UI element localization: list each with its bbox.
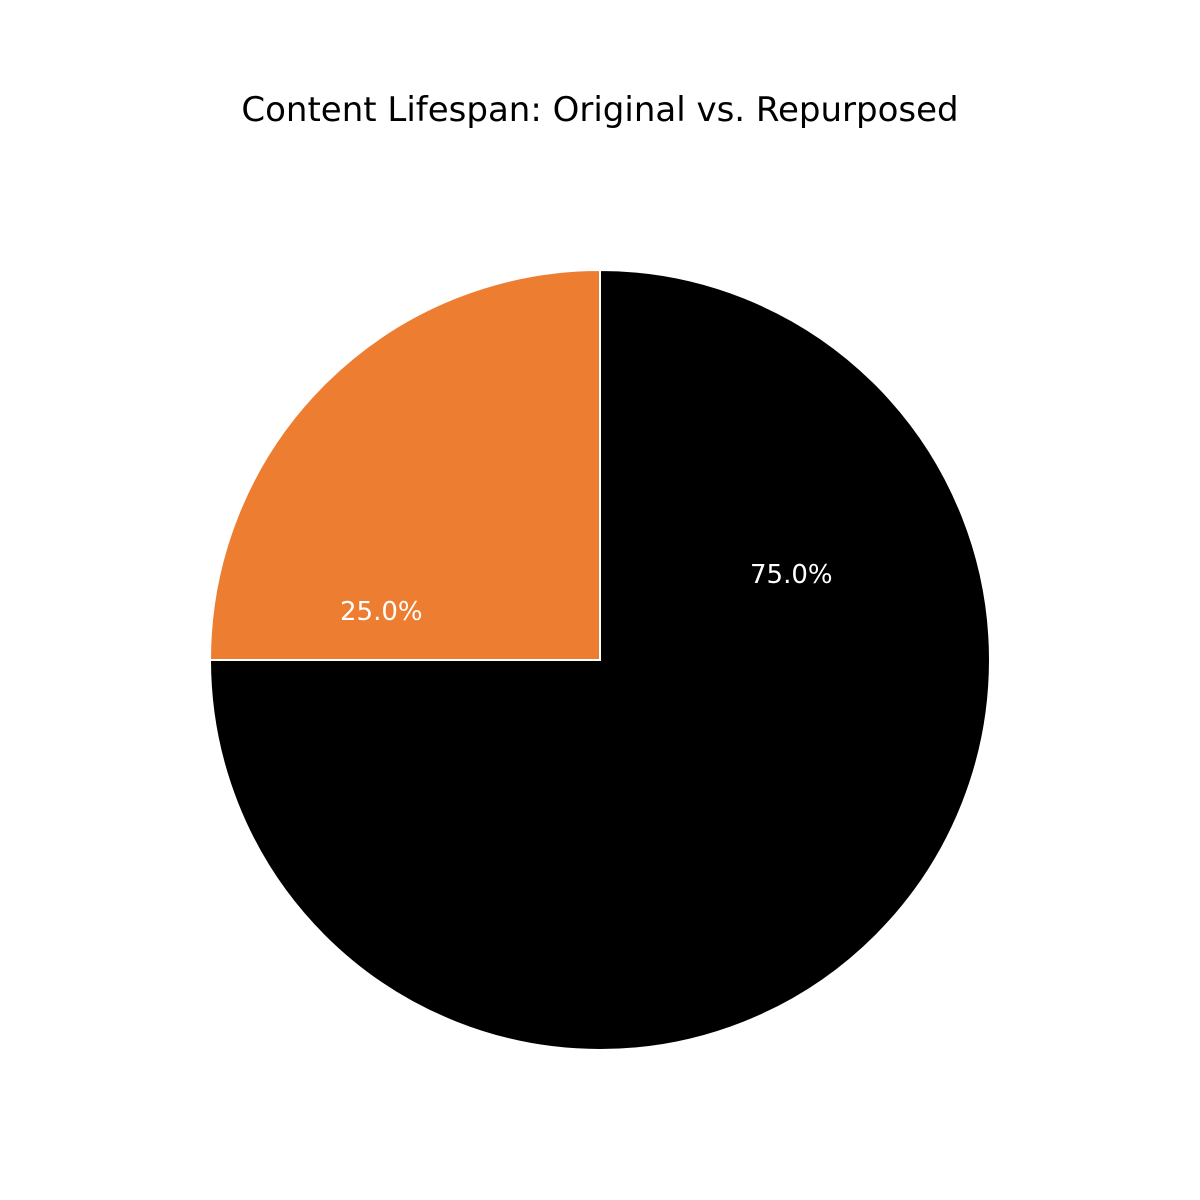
chart-title: Content Lifespan: Original vs. Repurpose…	[0, 90, 1200, 130]
slice-label-0: 75.0%	[750, 560, 833, 590]
pie-chart: 75.0% 25.0%	[210, 270, 990, 1050]
pie-svg	[210, 270, 990, 1050]
slice-label-1: 25.0%	[340, 597, 423, 627]
